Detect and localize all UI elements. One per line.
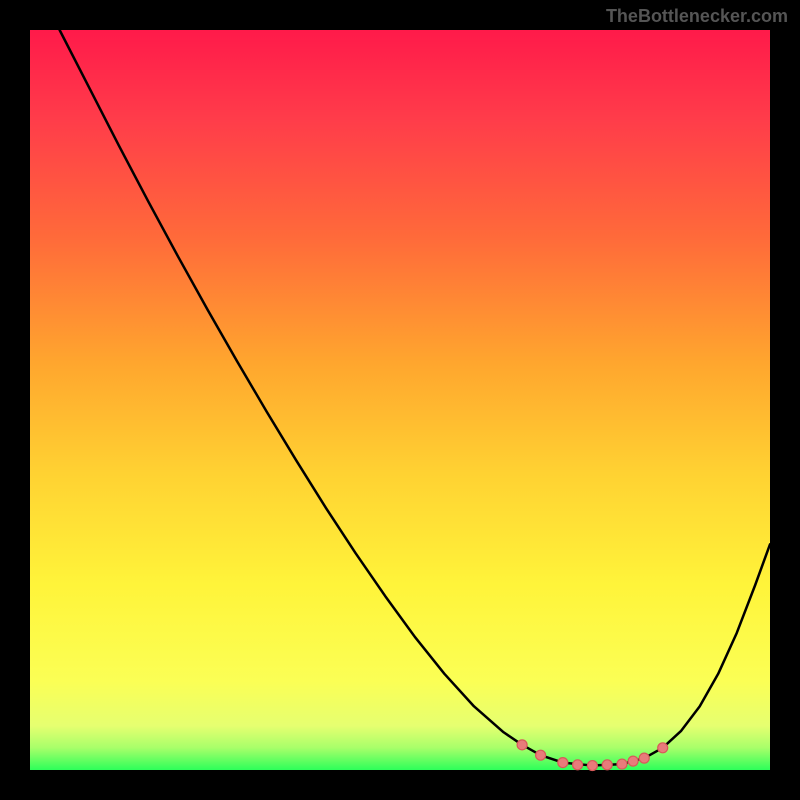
trough-marker [639,753,649,763]
trough-marker [628,756,638,766]
trough-marker [658,743,668,753]
trough-markers [517,740,668,771]
plot-area [30,30,770,770]
trough-marker [617,759,627,769]
curve-polyline [60,30,770,766]
watermark-text: TheBottlenecker.com [606,6,788,27]
trough-marker [573,760,583,770]
trough-marker [536,750,546,760]
bottleneck-curve [30,30,770,770]
trough-marker [602,760,612,770]
trough-marker [517,740,527,750]
trough-marker [558,758,568,768]
trough-marker [587,761,597,771]
